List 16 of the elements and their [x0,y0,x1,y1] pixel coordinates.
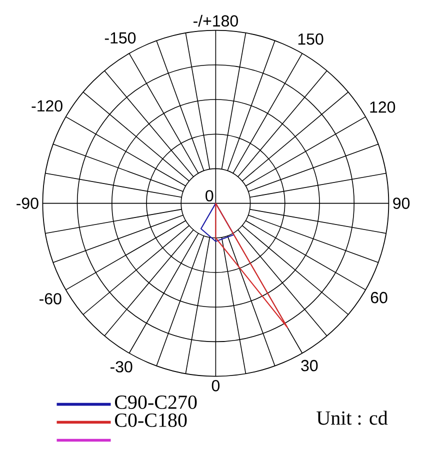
spoke-label: -30 [110,361,132,372]
spoke-label: 150 [298,33,324,45]
spoke-label: 120 [370,101,396,113]
spoke-label: -120 [32,100,62,112]
text: Unit : cd [316,410,388,425]
spoke-label: -150 [104,32,136,44]
spoke-label: -90 [16,198,38,209]
spoke-label: -60 [40,293,62,304]
spoke-label: 60 [370,292,388,304]
legend-label: C90-C270 [114,396,197,409]
spoke-label: 30 [301,360,318,372]
legend-label: C0-C180 [114,413,187,427]
spoke-label: -/+180 [194,14,238,27]
text: 0 [206,190,214,202]
spoke-label: 0 [212,380,220,392]
spoke-label: 90 [393,198,410,209]
